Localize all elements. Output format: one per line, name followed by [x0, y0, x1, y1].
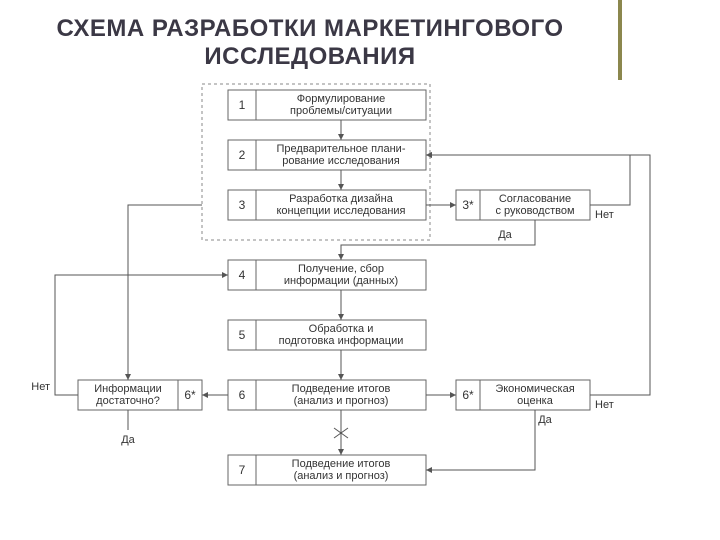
step4-l2: информации (данных): [284, 275, 398, 287]
num-3s: 3*: [462, 198, 474, 212]
lbl-yes-6sl: Да: [121, 434, 135, 446]
num-4: 4: [239, 268, 246, 282]
title-line1: СХЕМА РАЗРАБОТКИ МАРКЕТИНГОВОГО: [56, 15, 563, 42]
num-3: 3: [239, 198, 246, 212]
step2-l2: рование исследования: [282, 155, 399, 167]
step1-l2: проблемы/ситуации: [290, 105, 392, 117]
lbl-no-6sl: Нет: [31, 381, 50, 393]
arrow-6sl-no: [55, 275, 228, 395]
step4-l1: Получение, сбор: [298, 263, 384, 275]
num-6sl: 6*: [184, 388, 196, 402]
arrow-left-down: [128, 205, 202, 380]
step7-l2: (анализ и прогноз): [294, 470, 389, 482]
num-6: 6: [239, 388, 246, 402]
lbl-yes-6sr: Да: [538, 414, 552, 426]
lbl-yes-3s: Да: [498, 229, 512, 241]
side6l-l2: достаточно?: [96, 395, 160, 407]
step3-l2: концепции исследования: [276, 205, 405, 217]
num-2: 2: [239, 148, 246, 162]
arrow-6sr-yes: [426, 410, 535, 470]
num-5: 5: [239, 328, 246, 342]
lbl-no-6sr: Нет: [595, 399, 614, 411]
side3-l1: Согласование: [499, 193, 571, 205]
side6r-l1: Экономическая: [495, 383, 574, 395]
num-1: 1: [239, 98, 246, 112]
num-7: 7: [239, 463, 246, 477]
step2-l1: Предварительное плани-: [277, 143, 406, 155]
step7-l1: Подведение итогов: [292, 458, 391, 470]
side3-l2: с руководством: [495, 205, 574, 217]
step1-l1: Формулирование: [297, 93, 386, 105]
step6-l2: (анализ и прогноз): [294, 395, 389, 407]
step3-l1: Разработка дизайна: [289, 193, 394, 205]
side6l-l1: Информации: [94, 383, 162, 395]
step6-l1: Подведение итогов: [292, 383, 391, 395]
title-line2: ИССЛЕДОВАНИЯ: [204, 43, 415, 70]
side6r-l2: оценка: [517, 395, 554, 407]
flowchart-canvas: СХЕМА РАЗРАБОТКИ МАРКЕТИНГОВОГО ИССЛЕДОВ…: [0, 0, 720, 540]
step5-l2: подготовка информации: [279, 335, 404, 347]
lbl-no-3s: Нет: [595, 209, 614, 221]
num-6sr: 6*: [462, 388, 474, 402]
step5-l1: Обработка и: [309, 323, 374, 335]
